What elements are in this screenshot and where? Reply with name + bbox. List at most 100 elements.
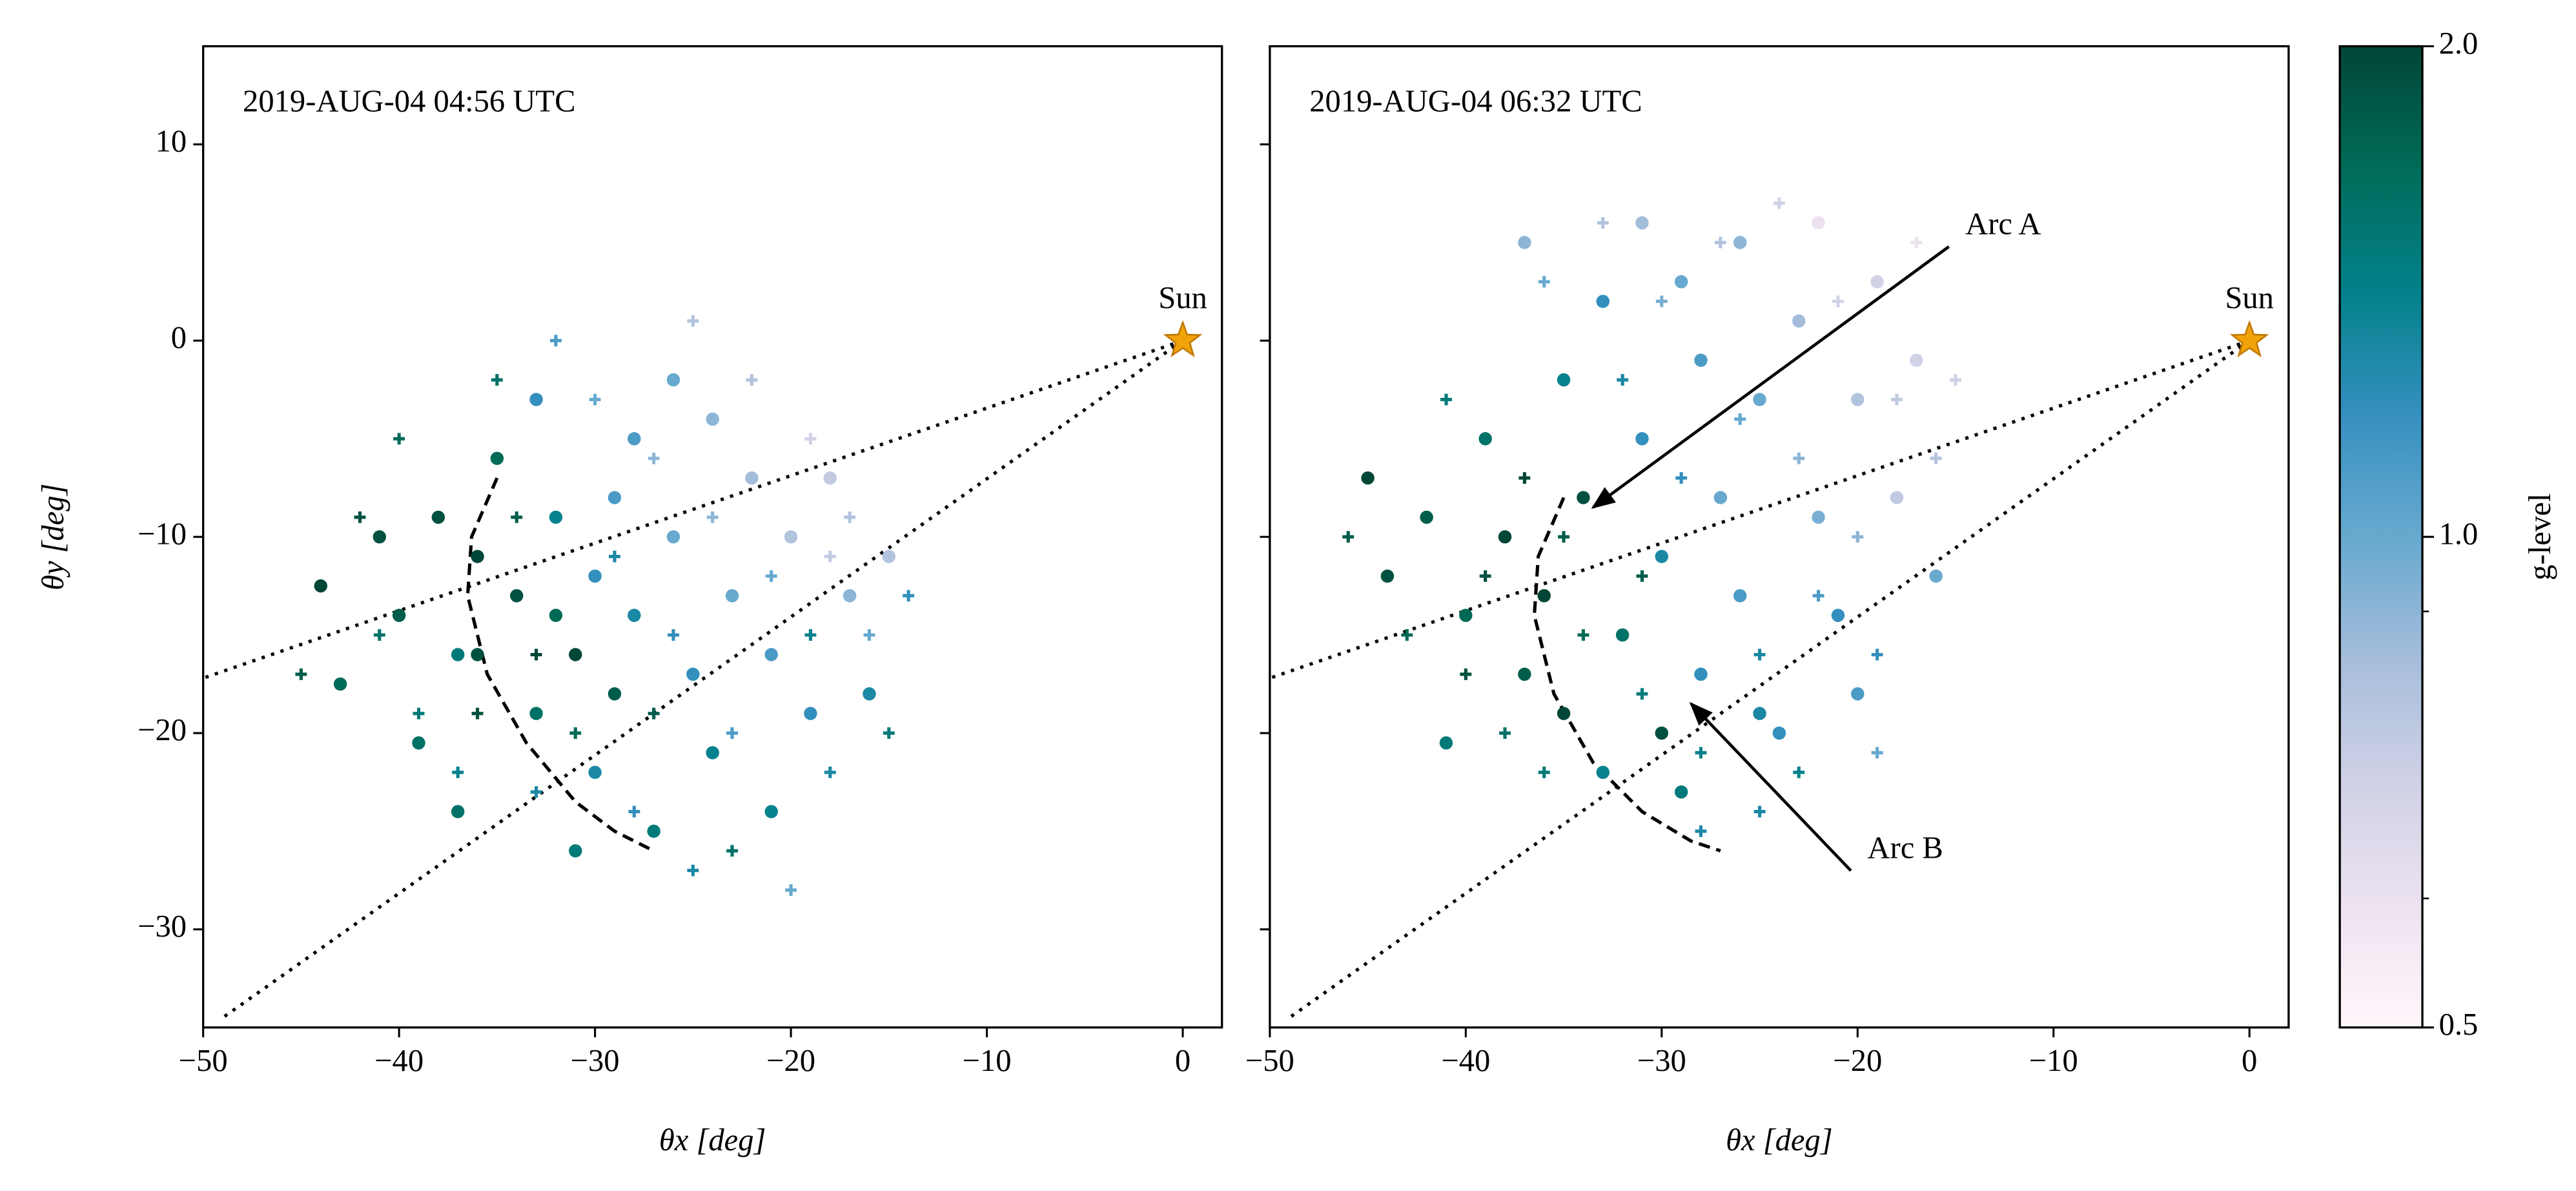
- point: [1713, 491, 1728, 504]
- point: [451, 648, 465, 661]
- y-tick-label: −10: [138, 516, 187, 551]
- point: [1694, 353, 1708, 367]
- x-tick-label: −20: [766, 1043, 815, 1078]
- sun-label: Sun: [2225, 280, 2274, 315]
- point: [1694, 667, 1708, 681]
- point: [1851, 393, 1865, 406]
- plus-point: [1812, 590, 1825, 602]
- plus-point: [863, 629, 875, 641]
- point: [471, 648, 484, 661]
- annotation-arrow: [1591, 245, 1950, 509]
- plus-point: [589, 393, 601, 406]
- plus-point: [687, 864, 699, 876]
- y-tick-label: −30: [138, 909, 187, 944]
- point: [608, 491, 622, 504]
- point: [764, 805, 778, 818]
- point: [1812, 510, 1825, 524]
- point: [529, 707, 543, 720]
- plot-area: [203, 315, 1184, 1019]
- point: [725, 589, 739, 603]
- axes-frame: [1269, 45, 2290, 1029]
- point: [1772, 726, 1786, 740]
- point: [628, 432, 641, 446]
- axes-frame: [202, 45, 1223, 1029]
- plus-point: [1871, 648, 1883, 661]
- plus-point: [1479, 570, 1491, 582]
- plus-point: [530, 786, 542, 798]
- plus-point: [569, 727, 582, 739]
- point: [549, 510, 563, 524]
- point: [784, 530, 798, 544]
- y-tick-label: 10: [156, 124, 187, 159]
- plus-point: [1832, 295, 1844, 307]
- plus-point: [1617, 374, 1629, 386]
- x-axis-label: θx [deg]: [659, 1123, 766, 1157]
- plus-point: [354, 511, 366, 523]
- plus-point: [1460, 668, 1472, 680]
- point: [1459, 608, 1473, 622]
- plus-point: [1636, 570, 1648, 582]
- plus-point: [413, 707, 425, 720]
- point: [764, 648, 778, 661]
- dotted-line: [1288, 339, 2251, 1019]
- point: [588, 569, 602, 583]
- point: [412, 736, 425, 750]
- plus-point: [1930, 452, 1942, 464]
- x-tick-label: −10: [2029, 1043, 2078, 1078]
- point: [569, 648, 582, 661]
- plus-point: [511, 511, 523, 523]
- plus-point: [1636, 688, 1648, 700]
- plus-point: [549, 335, 562, 347]
- point: [647, 824, 660, 838]
- plus-point: [785, 884, 797, 896]
- plus-point: [1753, 805, 1766, 818]
- point: [628, 608, 641, 622]
- plus-point: [1871, 747, 1883, 759]
- point: [1733, 236, 1747, 249]
- colorbar: [2338, 45, 2424, 1029]
- plus-point: [1401, 629, 1413, 641]
- plus-point: [1890, 393, 1903, 406]
- point: [1498, 530, 1512, 544]
- plus-point: [1852, 531, 1864, 543]
- colorbar-label: g-level: [2522, 493, 2557, 581]
- x-tick-label: −50: [1245, 1043, 1294, 1078]
- plus-point: [1518, 472, 1531, 484]
- plus-point: [1793, 766, 1805, 778]
- point: [1929, 569, 1943, 583]
- point: [509, 589, 524, 603]
- plus-point: [804, 433, 817, 445]
- point: [1557, 707, 1571, 720]
- plus-point: [726, 727, 738, 739]
- sun-label: Sun: [1158, 280, 1207, 315]
- plus-point: [1950, 374, 1961, 386]
- point: [608, 687, 622, 701]
- point: [333, 677, 347, 691]
- x-tick-label: −30: [1637, 1043, 1686, 1078]
- dotted-line: [221, 339, 1184, 1019]
- point: [588, 765, 602, 780]
- plus-point: [295, 668, 307, 680]
- point: [1655, 726, 1669, 740]
- point: [804, 707, 817, 720]
- plus-point: [1342, 531, 1354, 543]
- plus-point: [824, 550, 836, 563]
- point: [1537, 589, 1551, 603]
- plus-point: [530, 648, 542, 661]
- colorbar-tick-label: 0.5: [2439, 1007, 2479, 1042]
- point: [1518, 667, 1531, 681]
- x-tick-label: 0: [2242, 1043, 2257, 1078]
- point: [843, 589, 857, 603]
- point: [1478, 432, 1492, 446]
- plus-point: [471, 707, 484, 720]
- point: [1635, 432, 1649, 446]
- plus-point: [1655, 295, 1668, 307]
- point: [1518, 236, 1531, 249]
- point: [1655, 550, 1669, 563]
- plus-point: [1675, 472, 1688, 484]
- point: [1420, 510, 1433, 524]
- dashed-line: [1532, 497, 1721, 853]
- point: [1733, 589, 1747, 603]
- y-tick-label: −20: [138, 712, 187, 747]
- plus-point: [1558, 531, 1570, 543]
